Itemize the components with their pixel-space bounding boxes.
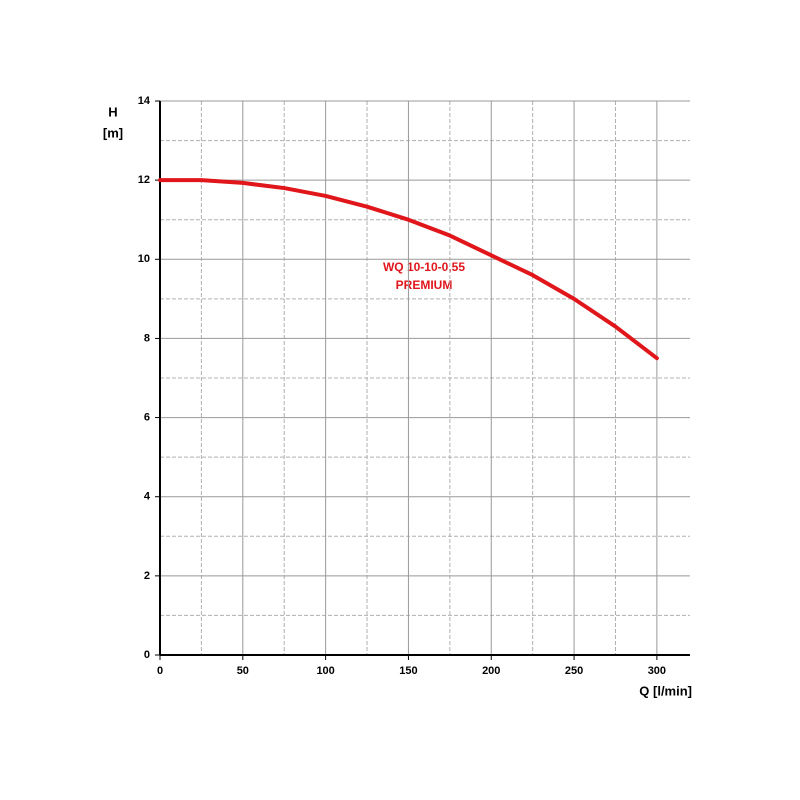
y-tick-label: 10 <box>138 253 150 265</box>
annotation: PREMIUM <box>396 278 453 292</box>
x-tick-label: 150 <box>399 665 417 677</box>
y-tick-label: 6 <box>144 411 150 423</box>
y-axis-label: [m] <box>103 125 123 140</box>
y-axis-label: H <box>108 104 117 119</box>
y-tick-label: 14 <box>138 95 151 107</box>
y-tick-label: 8 <box>144 332 150 344</box>
y-tick-label: 12 <box>138 174 150 186</box>
x-tick-label: 200 <box>482 665 500 677</box>
x-tick-label: 100 <box>316 665 334 677</box>
y-tick-label: 0 <box>144 649 150 661</box>
y-tick-label: 4 <box>144 491 151 503</box>
annotation: WQ 10-10-0,55 <box>383 260 465 274</box>
x-tick-label: 0 <box>157 665 163 677</box>
curve <box>158 178 659 361</box>
x-tick-label: 300 <box>648 665 666 677</box>
x-tick-label: 250 <box>565 665 583 677</box>
x-tick-label: 50 <box>237 665 249 677</box>
y-tick-label: 2 <box>144 570 150 582</box>
x-axis-label: Q [l/min] <box>639 683 692 698</box>
